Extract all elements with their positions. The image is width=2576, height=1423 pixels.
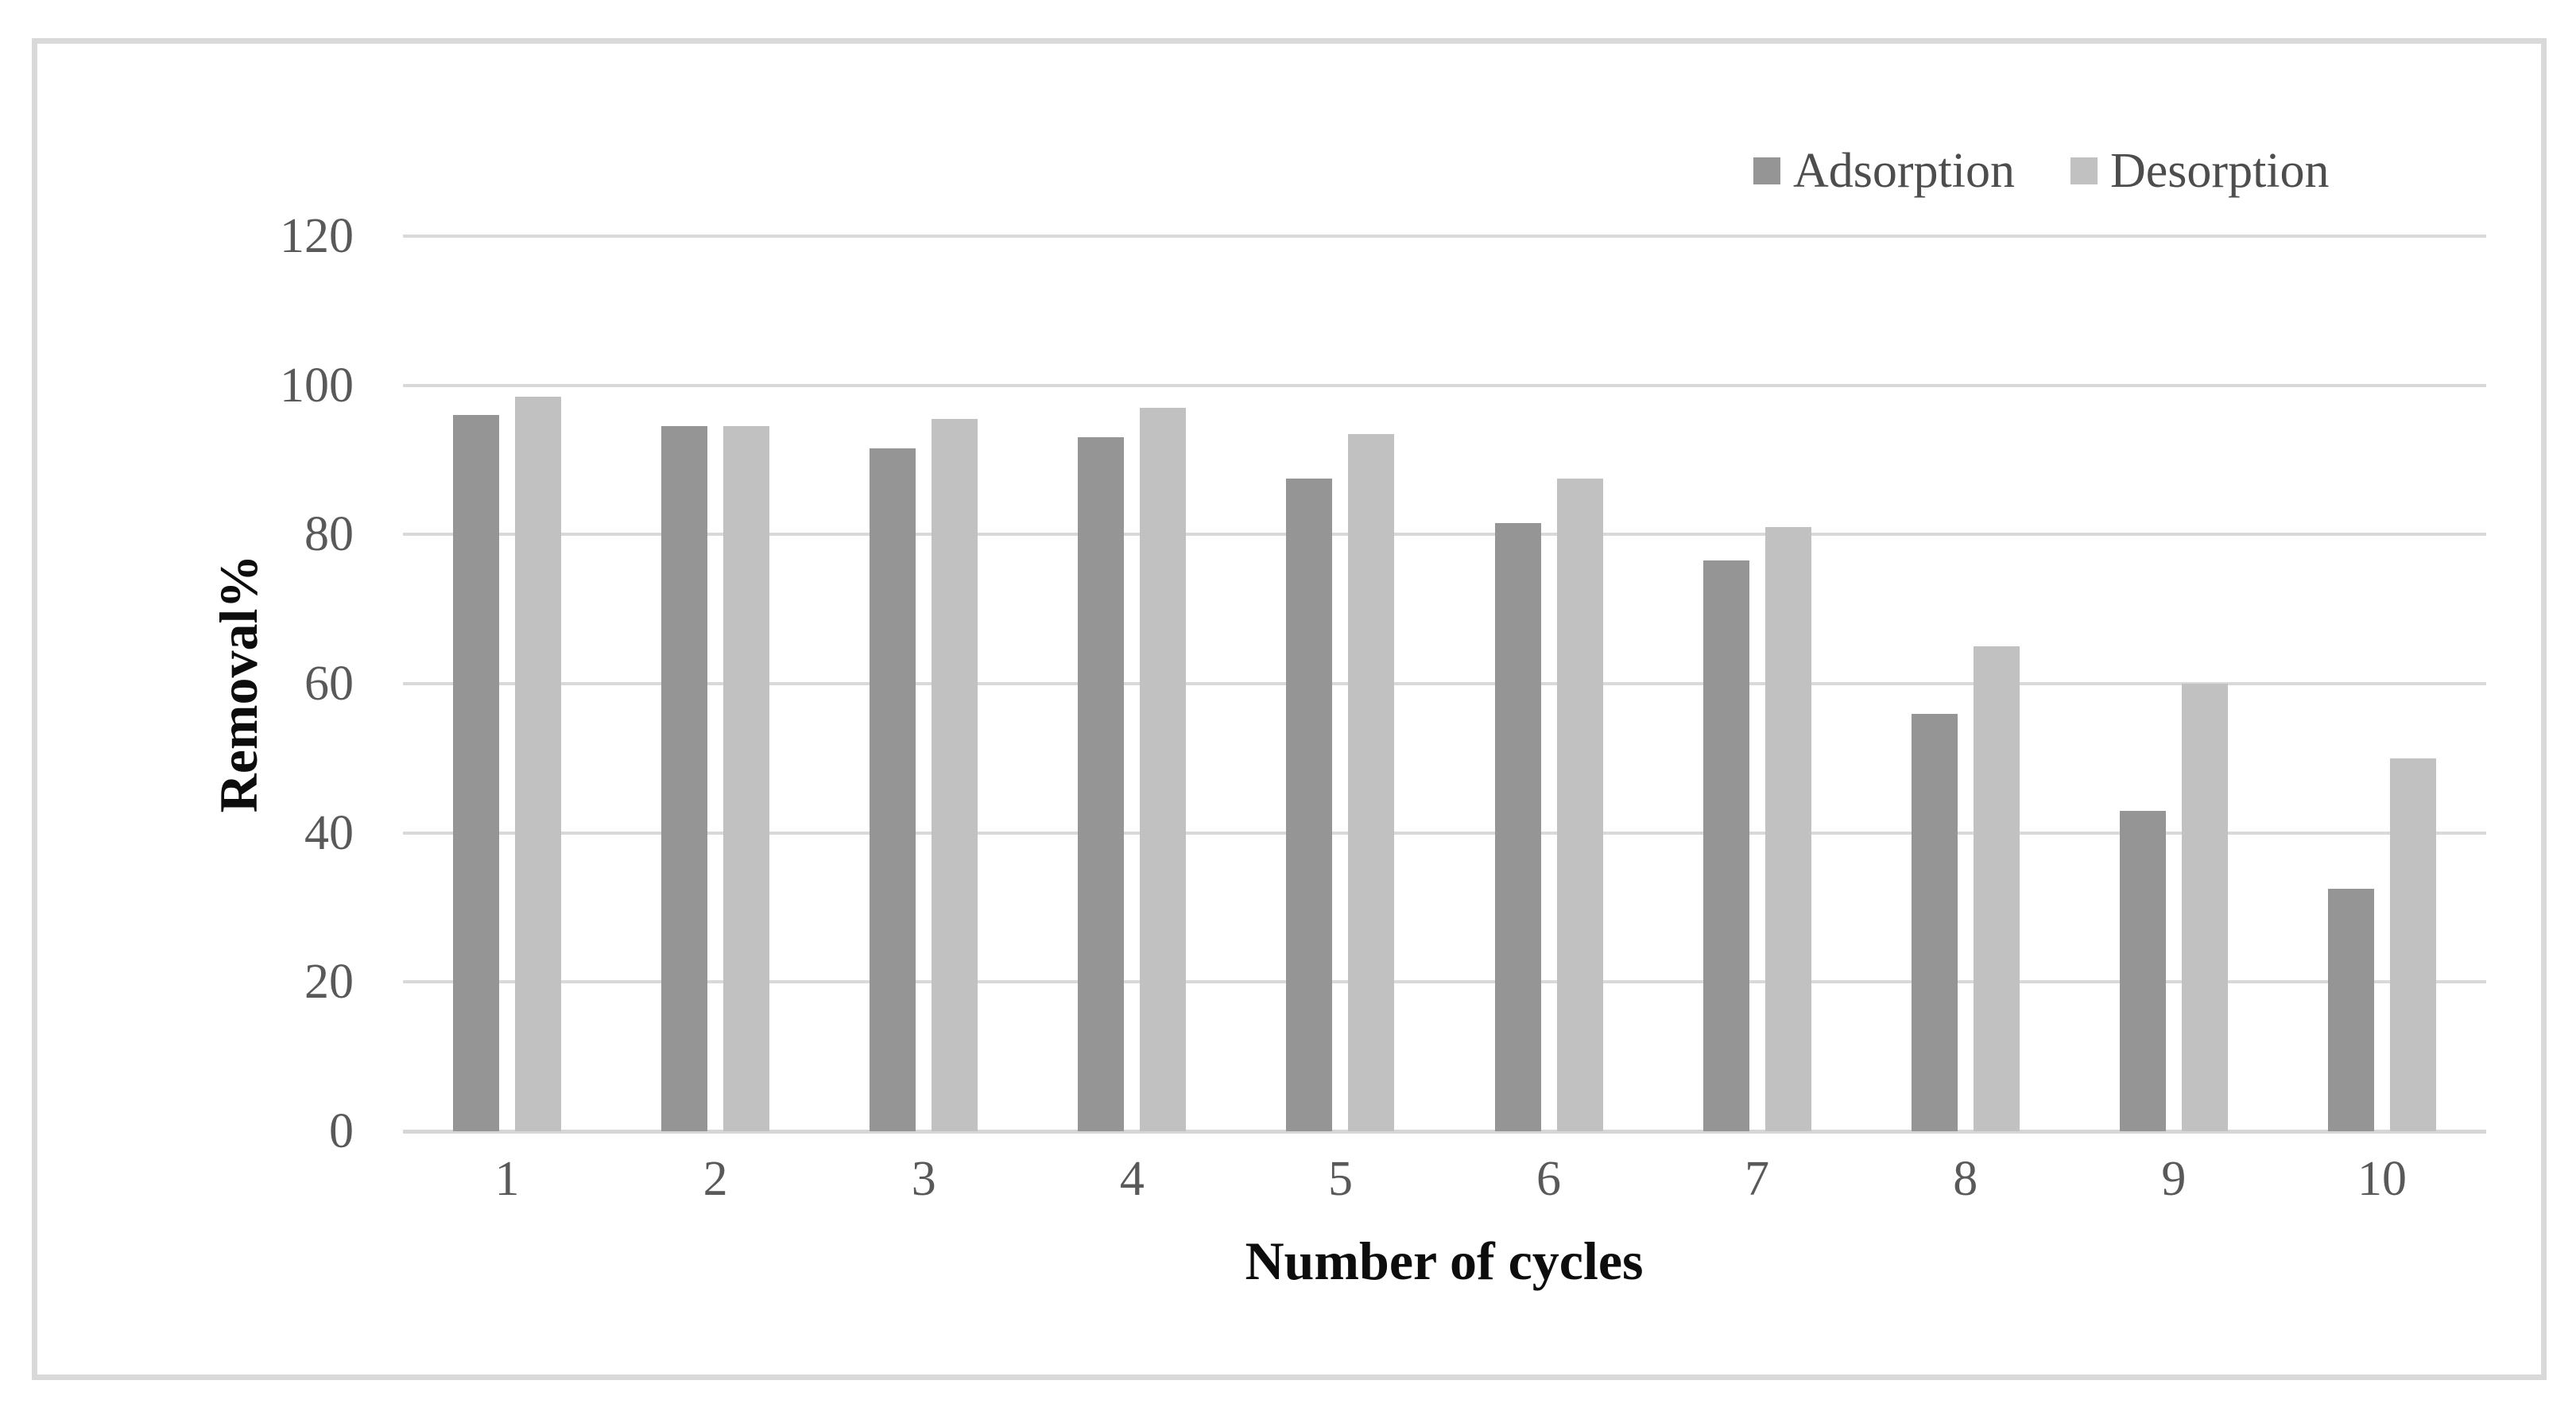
y-tick-label: 80	[304, 507, 354, 562]
bar-adsorption-cycle-8	[1911, 713, 1958, 1131]
y-tick-label: 100	[280, 358, 354, 413]
bar-desorption-cycle-2	[723, 426, 770, 1131]
y-tick-label: 60	[304, 657, 354, 711]
x-tick-label: 5	[1327, 1152, 1353, 1206]
bar-desorption-cycle-7	[1764, 526, 1811, 1131]
x-axis-line	[403, 1130, 2486, 1134]
legend: Adsorption Desorption	[1753, 146, 2330, 196]
x-tick-label: 1	[494, 1152, 520, 1206]
gridline	[403, 383, 2486, 387]
bar-desorption-cycle-1	[515, 396, 562, 1131]
x-tick-label: 3	[911, 1152, 936, 1206]
x-tick-label: 8	[1953, 1152, 1978, 1206]
x-tick-label: 6	[1536, 1152, 1562, 1206]
y-tick-label: 40	[304, 805, 354, 860]
bar-desorption-cycle-6	[1556, 478, 1603, 1131]
bar-desorption-cycle-4	[1140, 407, 1187, 1131]
gridline	[403, 533, 2486, 537]
bar-desorption-cycle-8	[1973, 646, 2020, 1131]
bar-adsorption-cycle-2	[661, 426, 708, 1131]
plot-area	[403, 235, 2486, 1134]
bar-adsorption-cycle-9	[2119, 810, 2166, 1131]
bar-adsorption-cycle-7	[1702, 560, 1749, 1131]
bar-desorption-cycle-3	[932, 418, 978, 1131]
bar-adsorption-cycle-4	[1078, 437, 1125, 1131]
y-tick-label: 20	[304, 955, 354, 1010]
y-tick-label: 120	[280, 209, 354, 263]
x-axis-title: Number of cycles	[1245, 1231, 1644, 1291]
gridline	[403, 682, 2486, 685]
bar-adsorption-cycle-5	[1286, 478, 1333, 1131]
gridline	[403, 235, 2486, 238]
desorption-swatch-icon	[2070, 157, 2098, 184]
x-tick-label: 2	[703, 1152, 728, 1206]
adsorption-swatch-icon	[1753, 157, 1780, 184]
gridline	[403, 980, 2486, 984]
bar-desorption-cycle-5	[1348, 433, 1395, 1131]
legend-label-desorption: Desorption	[2110, 144, 2330, 198]
legend-item-desorption: Desorption	[2070, 146, 2330, 196]
x-tick-label: 7	[1745, 1152, 1770, 1206]
legend-item-adsorption: Adsorption	[1753, 146, 2015, 196]
bar-adsorption-cycle-1	[453, 415, 500, 1131]
x-tick-label: 10	[2357, 1152, 2407, 1206]
bar-desorption-cycle-10	[2389, 758, 2436, 1131]
bar-adsorption-cycle-3	[870, 448, 916, 1131]
y-tick-label: 0	[329, 1104, 354, 1158]
bar-desorption-cycle-9	[2181, 684, 2228, 1131]
bar-adsorption-cycle-6	[1494, 523, 1541, 1131]
bar-adsorption-cycle-10	[2327, 889, 2374, 1131]
legend-label-adsorption: Adsorption	[1793, 144, 2015, 198]
x-tick-label: 4	[1119, 1152, 1145, 1206]
gridline	[403, 831, 2486, 835]
x-tick-label: 9	[2161, 1152, 2187, 1206]
